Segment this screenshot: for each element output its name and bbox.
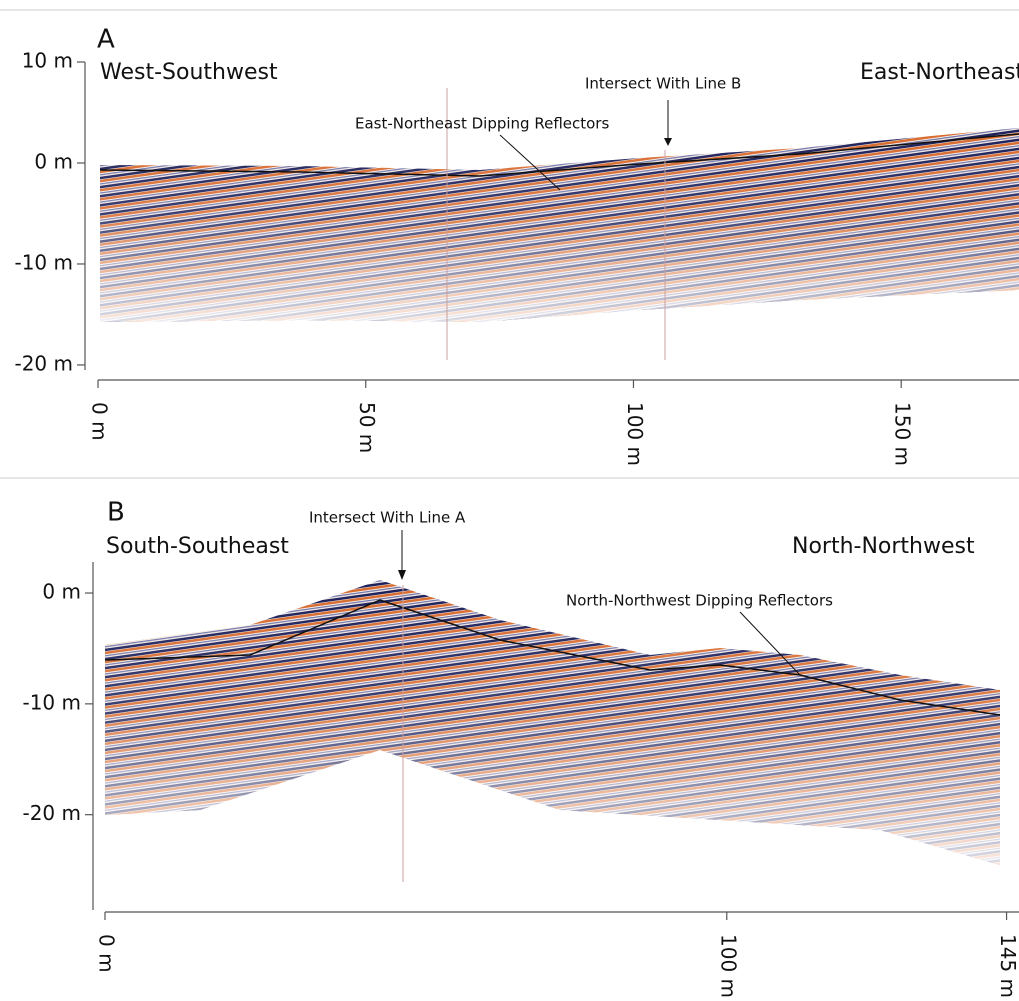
y-tick-label: 0 m <box>42 580 81 604</box>
direction-label: North-Northwest <box>792 534 975 559</box>
x-tick-label: 0 m <box>88 402 112 441</box>
annotation: East-Northeast Dipping Reflectors <box>355 115 609 133</box>
x-tick-label: 50 m <box>355 402 379 453</box>
x-tick-label: 150 m <box>891 402 915 466</box>
panel-label: B <box>107 498 125 528</box>
arrow <box>499 134 561 191</box>
y-tick-label: -10 m <box>22 690 81 714</box>
annotation: Intersect With Line A <box>309 509 466 527</box>
arrow <box>739 611 801 676</box>
radargram-b <box>104 530 1001 882</box>
y-tick-label: 10 m <box>22 49 73 73</box>
y-tick-label: 0 m <box>34 149 73 173</box>
direction-label: South-Southeast <box>106 534 289 559</box>
direction-label: East-Northeast <box>860 60 1019 85</box>
x-tick-label: 100 m <box>716 934 740 998</box>
y-tick-label: -10 m <box>14 250 73 274</box>
x-tick-label: 100 m <box>623 402 647 466</box>
annotation: Intersect With Line B <box>585 75 741 93</box>
x-tick-label: 0 m <box>95 934 119 973</box>
panel-label: A <box>97 25 115 55</box>
x-tick-label: 145 m <box>996 934 1019 998</box>
arrow-head <box>664 138 672 146</box>
y-tick-label: -20 m <box>14 351 73 375</box>
annotation: North-Northwest Dipping Reflectors <box>566 592 833 610</box>
radargram-a <box>99 88 1019 360</box>
arrow-head <box>398 570 406 580</box>
y-tick-label: -20 m <box>22 801 81 825</box>
direction-label: West-Southwest <box>100 60 278 85</box>
